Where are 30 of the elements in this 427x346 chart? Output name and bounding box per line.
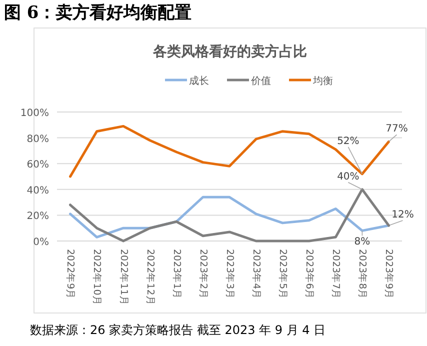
chart-subtitle: 各类风格看好的卖方占比 — [152, 43, 307, 60]
y-tick-label: 80% — [26, 134, 49, 145]
data-label: 12% — [392, 210, 414, 221]
chart-title: 图 6：卖方看好均衡配置 — [4, 3, 192, 23]
x-tick-label: 2022年11月 — [118, 249, 130, 306]
legend-label: 均衡 — [312, 75, 333, 87]
x-tick-label: 2023年1月 — [170, 249, 183, 300]
legend-label: 成长 — [189, 75, 209, 87]
x-tick-label: 2022年12月 — [144, 249, 156, 306]
x-tick-label: 2023年7月 — [330, 249, 342, 300]
x-tick-label: 2023年9月 — [383, 249, 396, 300]
x-tick-label: 2022年9月 — [64, 249, 77, 300]
y-tick-label: 40% — [26, 185, 49, 196]
data-label: 40% — [337, 171, 360, 182]
x-tick-label: 2023年3月 — [224, 249, 236, 300]
x-tick-label: 2022年10月 — [91, 249, 104, 306]
data-label: 52% — [337, 136, 360, 147]
y-tick-label: 100% — [20, 108, 49, 119]
y-tick-label: 20% — [26, 211, 49, 222]
x-tick-label: 2023年6月 — [304, 249, 316, 300]
source-note: 数据来源：26 家卖方策略报告 截至 2023 年 9 月 4 日 — [30, 323, 326, 337]
data-label: 8% — [354, 236, 370, 248]
y-tick-label: 60% — [26, 160, 49, 171]
x-tick-label: 2023年4月 — [250, 249, 262, 300]
legend-label: 价值 — [250, 75, 271, 87]
x-tick-label: 2023年8月 — [356, 249, 369, 300]
data-label: 77% — [386, 124, 408, 135]
x-tick-label: 2023年2月 — [197, 249, 210, 300]
x-tick-label: 2023年5月 — [276, 249, 289, 300]
y-tick-label: 0% — [33, 237, 49, 248]
